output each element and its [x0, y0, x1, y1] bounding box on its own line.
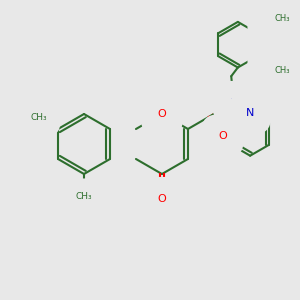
Text: CH₃: CH₃	[76, 192, 92, 201]
Text: N: N	[230, 98, 238, 108]
Text: CH₃: CH₃	[275, 14, 290, 23]
Text: CH₃: CH₃	[30, 113, 47, 122]
Text: N: N	[246, 107, 254, 118]
Text: O: O	[218, 131, 227, 141]
Text: O: O	[158, 109, 166, 119]
Text: O: O	[264, 22, 273, 32]
Text: O: O	[264, 57, 273, 68]
Text: CH₃: CH₃	[275, 66, 290, 75]
Text: O: O	[158, 194, 166, 204]
